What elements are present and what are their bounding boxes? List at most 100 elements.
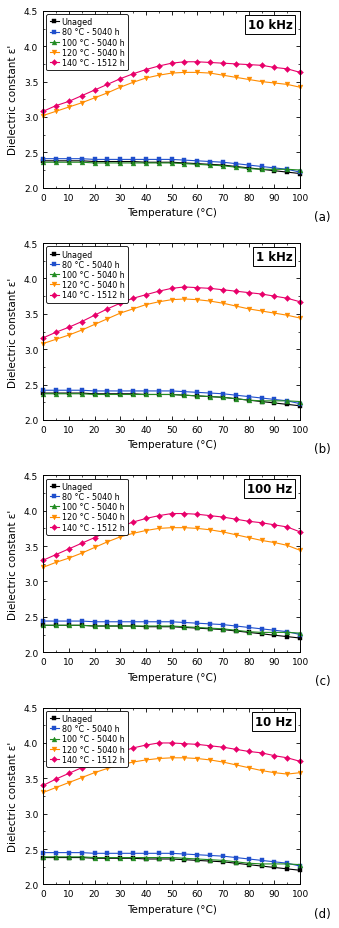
140 °C - 1512 h (260, 290, 264, 301)
140 °C - 1512 h (285, 293, 289, 304)
100 °C - 5040 h (182, 159, 186, 170)
100 °C - 5040 h (93, 621, 97, 632)
140 °C - 1512 h (144, 65, 148, 76)
120 °C - 5040 h (80, 98, 84, 110)
140 °C - 1512 h (234, 287, 238, 298)
120 °C - 5040 h (195, 295, 199, 306)
Line: 120 °C - 5040 h: 120 °C - 5040 h (41, 755, 302, 795)
100 °C - 5040 h (80, 158, 84, 169)
80 °C - 5040 h (221, 619, 225, 630)
100 °C - 5040 h (298, 859, 302, 870)
120 °C - 5040 h (208, 754, 212, 766)
80 °C - 5040 h (272, 857, 276, 868)
120 °C - 5040 h (80, 325, 84, 336)
Text: 10 kHz: 10 kHz (247, 19, 293, 32)
80 °C - 5040 h (144, 155, 148, 166)
X-axis label: Temperature (°C): Temperature (°C) (127, 440, 217, 450)
140 °C - 1512 h (170, 738, 174, 749)
120 °C - 5040 h (182, 753, 186, 764)
Unaged (221, 625, 225, 636)
80 °C - 5040 h (247, 161, 251, 172)
140 °C - 1512 h (298, 68, 302, 79)
Unaged (118, 389, 122, 400)
120 °C - 5040 h (54, 557, 58, 568)
120 °C - 5040 h (182, 68, 186, 79)
140 °C - 1512 h (195, 509, 199, 521)
100 °C - 5040 h (234, 857, 238, 868)
80 °C - 5040 h (144, 848, 148, 859)
Unaged (41, 388, 45, 399)
140 °C - 1512 h (67, 768, 71, 780)
80 °C - 5040 h (221, 851, 225, 862)
120 °C - 5040 h (131, 756, 135, 767)
80 °C - 5040 h (105, 848, 109, 859)
80 °C - 5040 h (105, 616, 109, 627)
120 °C - 5040 h (208, 69, 212, 80)
Line: 80 °C - 5040 h: 80 °C - 5040 h (41, 851, 302, 869)
80 °C - 5040 h (170, 155, 174, 166)
Unaged (54, 156, 58, 167)
100 °C - 5040 h (118, 158, 122, 169)
140 °C - 1512 h (157, 61, 161, 72)
Unaged (208, 624, 212, 635)
Text: (d): (d) (314, 907, 331, 920)
140 °C - 1512 h (260, 518, 264, 529)
100 °C - 5040 h (41, 620, 45, 631)
120 °C - 5040 h (260, 535, 264, 547)
80 °C - 5040 h (118, 386, 122, 397)
Line: 80 °C - 5040 h: 80 °C - 5040 h (41, 619, 302, 637)
Unaged (105, 853, 109, 864)
80 °C - 5040 h (234, 621, 238, 632)
120 °C - 5040 h (285, 310, 289, 321)
140 °C - 1512 h (67, 97, 71, 108)
80 °C - 5040 h (298, 860, 302, 871)
Unaged (195, 391, 199, 402)
Y-axis label: Dielectric constant ε': Dielectric constant ε' (8, 509, 18, 619)
100 °C - 5040 h (157, 852, 161, 863)
100 °C - 5040 h (247, 395, 251, 406)
80 °C - 5040 h (182, 155, 186, 166)
140 °C - 1512 h (221, 512, 225, 523)
140 °C - 1512 h (80, 538, 84, 549)
140 °C - 1512 h (144, 290, 148, 301)
Line: 80 °C - 5040 h: 80 °C - 5040 h (41, 158, 302, 175)
Unaged (298, 401, 302, 412)
140 °C - 1512 h (41, 555, 45, 566)
140 °C - 1512 h (182, 58, 186, 69)
100 °C - 5040 h (54, 389, 58, 400)
140 °C - 1512 h (157, 287, 161, 298)
Line: Unaged: Unaged (41, 392, 302, 408)
140 °C - 1512 h (195, 283, 199, 294)
140 °C - 1512 h (272, 63, 276, 74)
80 °C - 5040 h (105, 155, 109, 166)
80 °C - 5040 h (247, 854, 251, 865)
Unaged (285, 631, 289, 642)
80 °C - 5040 h (221, 158, 225, 169)
120 °C - 5040 h (272, 537, 276, 548)
140 °C - 1512 h (260, 60, 264, 71)
120 °C - 5040 h (182, 294, 186, 305)
80 °C - 5040 h (195, 849, 199, 860)
120 °C - 5040 h (67, 553, 71, 564)
Unaged (118, 621, 122, 632)
Line: 120 °C - 5040 h: 120 °C - 5040 h (41, 525, 302, 570)
120 °C - 5040 h (54, 782, 58, 793)
Text: 100 Hz: 100 Hz (247, 483, 293, 496)
120 °C - 5040 h (144, 525, 148, 536)
Unaged (272, 630, 276, 641)
140 °C - 1512 h (298, 756, 302, 767)
120 °C - 5040 h (157, 754, 161, 765)
Unaged (93, 853, 97, 864)
120 °C - 5040 h (170, 753, 174, 764)
100 °C - 5040 h (285, 396, 289, 407)
80 °C - 5040 h (93, 386, 97, 397)
100 °C - 5040 h (298, 396, 302, 407)
140 °C - 1512 h (54, 774, 58, 785)
140 °C - 1512 h (298, 527, 302, 538)
Legend: Unaged, 80 °C - 5040 h, 100 °C - 5040 h, 120 °C - 5040 h, 140 °C - 1512 h: Unaged, 80 °C - 5040 h, 100 °C - 5040 h,… (46, 247, 127, 303)
100 °C - 5040 h (195, 160, 199, 171)
120 °C - 5040 h (170, 522, 174, 534)
120 °C - 5040 h (247, 533, 251, 544)
80 °C - 5040 h (67, 154, 71, 165)
120 °C - 5040 h (260, 306, 264, 317)
